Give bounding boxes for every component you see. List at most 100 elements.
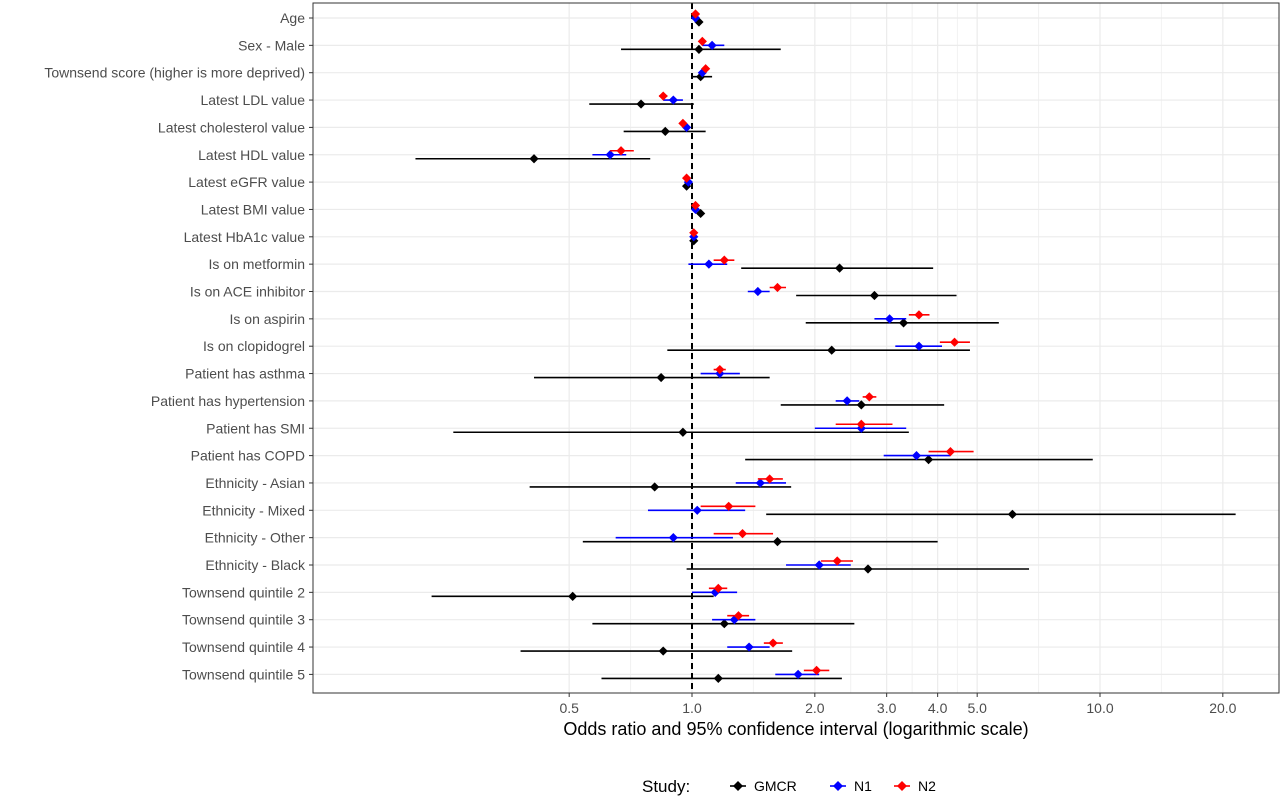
point-estimate: [729, 615, 739, 625]
point-estimate: [949, 337, 960, 347]
point-estimate: [678, 427, 688, 437]
point-estimate: [914, 341, 924, 351]
y-tick-label: Is on clopidogrel: [203, 338, 305, 354]
point-estimate: [737, 529, 748, 539]
point-estimate: [682, 173, 692, 183]
point-estimate: [696, 208, 706, 219]
y-tick-label: Townsend quintile 3: [182, 612, 305, 628]
y-tick-label: Is on ACE inhibitor: [190, 284, 306, 300]
x-tick-label: 10.0: [1086, 700, 1113, 716]
point-estimate: [772, 282, 783, 293]
legend-label: GMCR: [754, 778, 797, 794]
y-tick-label: Townsend quintile 2: [182, 584, 305, 600]
legend-label: N2: [918, 778, 936, 794]
plot-panel: [313, 3, 1279, 693]
point-estimate: [715, 364, 725, 375]
x-axis-tick-labels: 0.5 1.0 2.0 3.0 4.0 5.0 10.0 20.0: [559, 700, 1236, 716]
point-estimate: [678, 118, 688, 128]
point-estimate: [945, 447, 956, 457]
y-axis-labels: Age Sex - Male Townsend score (higher is m…: [44, 10, 306, 682]
legend-entry-n2: N2: [894, 778, 936, 794]
point-estimate: [650, 482, 660, 492]
point-estimate: [724, 501, 734, 511]
y-tick-label: Latest HDL value: [198, 147, 305, 163]
y-tick-label: Latest HbA1c value: [184, 229, 306, 245]
point-estimate: [690, 200, 701, 211]
point-estimate: [605, 150, 615, 160]
point-estimate: [568, 591, 578, 601]
point-estimate: [616, 146, 626, 156]
point-estimate: [772, 537, 783, 547]
y-tick-label: Age: [280, 10, 305, 26]
point-estimate: [694, 44, 704, 54]
y-tick-label: Townsend score (higher is more deprived): [44, 65, 305, 81]
point-estimate: [827, 345, 837, 355]
point-estimate: [713, 583, 723, 593]
point-estimate: [911, 451, 922, 461]
point-estimate: [811, 665, 822, 675]
minor-gridlines: [630, 3, 1162, 693]
point-estimate: [692, 505, 702, 515]
x-axis-title: Odds ratio and 95% confidence interval (…: [563, 719, 1028, 739]
point-estimate: [832, 556, 842, 566]
x-tick-label: 20.0: [1209, 700, 1236, 716]
point-estimate: [768, 638, 778, 648]
point-estimate: [733, 611, 744, 621]
point-estimate: [869, 290, 880, 301]
point-estimate: [755, 478, 765, 488]
y-tick-label: Latest cholesterol value: [158, 119, 305, 135]
point-estimate: [814, 560, 824, 570]
point-estimate: [884, 314, 895, 324]
point-estimate: [707, 40, 717, 50]
point-estimate: [914, 310, 924, 320]
x-tick-label: 0.5: [559, 700, 579, 716]
chart-marks: [415, 9, 1236, 683]
y-tick-label: Is on metformin: [209, 256, 305, 272]
legend-key-diamond: [833, 781, 843, 791]
y-tick-label: Ethnicity - Mixed: [202, 502, 305, 518]
legend: Study: GMCR N1 N2: [642, 777, 936, 796]
point-estimate: [856, 419, 866, 429]
point-estimate: [710, 587, 720, 597]
y-tick-label: Ethnicity - Other: [205, 530, 306, 546]
y-tick-label: Patient has COPD: [191, 448, 305, 464]
point-estimate: [660, 126, 670, 136]
y-tick-label: Sex - Male: [238, 37, 305, 53]
legend-key-diamond: [733, 781, 743, 791]
y-tick-label: Latest eGFR value: [188, 174, 305, 190]
x-tick-label: 2.0: [805, 700, 825, 716]
point-estimate: [689, 228, 699, 238]
point-estimate: [668, 533, 678, 543]
legend-entry-n1: N1: [830, 778, 872, 794]
point-estimate: [682, 181, 692, 191]
y-tick-label: Patient has hypertension: [151, 393, 305, 409]
y-tick-label: Ethnicity - Black: [205, 557, 306, 573]
legend-label: N1: [854, 778, 872, 794]
y-tick-label: Townsend quintile 5: [182, 666, 305, 682]
point-estimate: [856, 400, 866, 410]
y-tick-label: Latest LDL value: [200, 92, 305, 108]
y-axis-ticks: [309, 17, 313, 675]
point-estimate: [636, 99, 646, 109]
point-estimate: [668, 95, 678, 105]
plot-border: [312, 2, 1280, 694]
point-estimate: [658, 646, 668, 656]
y-tick-label: Townsend quintile 4: [182, 639, 305, 655]
legend-title: Study:: [642, 777, 690, 796]
point-estimate: [793, 669, 803, 679]
point-estimate: [765, 474, 775, 484]
y-tick-label: Patient has SMI: [206, 420, 305, 436]
point-estimate: [656, 372, 666, 383]
point-estimate: [690, 9, 701, 19]
point-estimate: [898, 318, 909, 328]
point-estimate: [863, 564, 873, 574]
point-estimate: [697, 36, 707, 46]
series-n2: [610, 9, 974, 675]
point-estimate: [864, 392, 874, 402]
y-tick-label: Patient has asthma: [185, 366, 305, 382]
point-estimate: [701, 64, 711, 74]
series-gmcr: [415, 17, 1236, 683]
x-tick-label: 4.0: [928, 700, 948, 716]
point-estimate: [713, 673, 723, 683]
